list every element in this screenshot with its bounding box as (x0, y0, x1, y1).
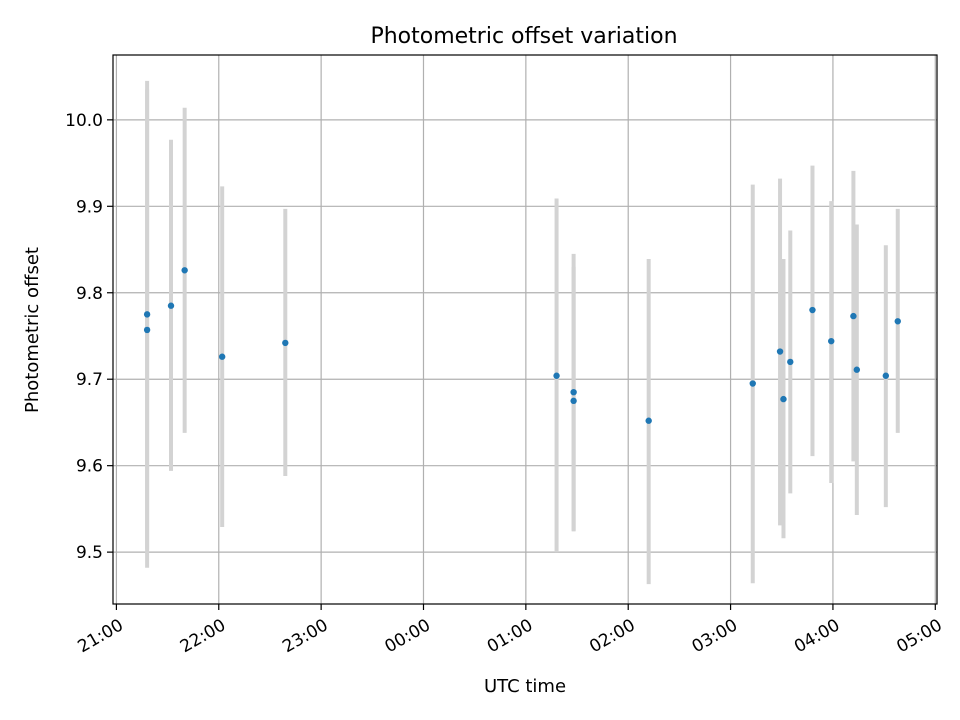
y-axis-label: Photometric offset (22, 247, 43, 413)
data-point (780, 395, 787, 403)
chart-title: Photometric offset variation (370, 24, 677, 49)
y-axis: 9.5 9.6 9.7 9.8 9.9 10.0 (65, 111, 113, 563)
plot-frame (112, 54, 938, 605)
data-point (570, 397, 577, 405)
data-point (645, 417, 652, 424)
data-point (143, 311, 151, 318)
y-tick-label: 9.6 (76, 457, 103, 477)
y-tick-label: 9.8 (76, 284, 103, 304)
grid (113, 55, 937, 604)
data-point (570, 388, 577, 396)
y-tick-label: 9.5 (76, 543, 103, 563)
data-point (828, 337, 835, 345)
y-tick-label: 10.0 (65, 111, 103, 131)
data-point (167, 302, 175, 309)
data-point (853, 366, 861, 373)
y-tick-label: 9.9 (76, 197, 103, 217)
data-point (143, 326, 151, 334)
data-point (894, 318, 901, 325)
data-point (787, 358, 794, 366)
x-axis-label: UTC time (484, 676, 566, 697)
data-point (181, 267, 188, 274)
data-point (850, 312, 857, 320)
data-points (143, 267, 901, 424)
data-point (882, 372, 890, 379)
data-point (218, 353, 226, 360)
data-point (749, 380, 756, 387)
data-point (282, 339, 289, 347)
data-point (776, 348, 784, 355)
y-tick-label: 9.7 (76, 370, 103, 390)
data-point (809, 306, 816, 314)
data-point (553, 372, 560, 379)
